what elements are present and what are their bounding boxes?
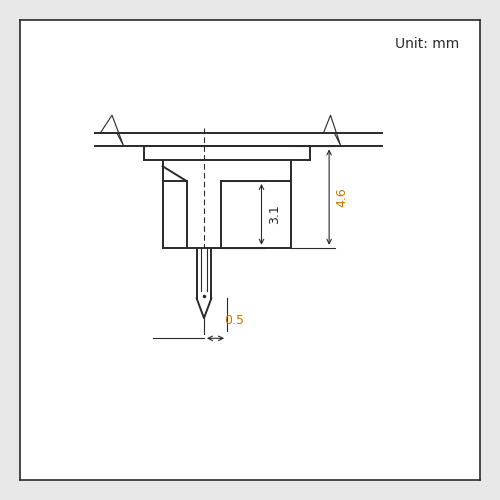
Text: 4.6: 4.6 (336, 187, 348, 207)
Text: Unit: mm: Unit: mm (395, 38, 460, 52)
Text: 0.5: 0.5 (224, 314, 244, 328)
Text: 3.1: 3.1 (268, 204, 281, 224)
